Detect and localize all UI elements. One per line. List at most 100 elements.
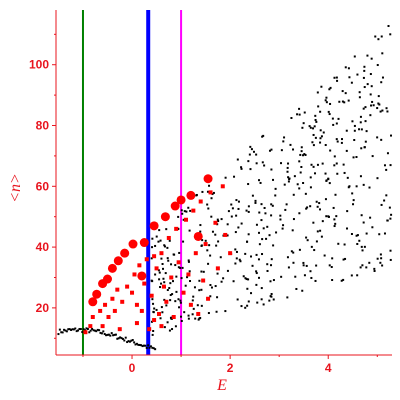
black-point [189,209,192,212]
red-point-small [149,293,154,298]
black-point [60,331,63,334]
black-point [292,193,295,196]
black-point [154,244,157,247]
black-point [137,343,140,346]
black-point [308,125,311,128]
black-point [172,280,175,283]
black-point [96,328,99,331]
black-point [318,202,321,205]
black-point [214,233,217,236]
black-point [151,298,154,301]
black-point [128,340,131,343]
black-point [262,227,265,230]
black-point [360,147,363,150]
black-point [151,246,154,249]
black-point [321,220,324,223]
x-axis-title: E [216,377,227,394]
black-point [315,240,318,243]
red-point-small [147,327,152,332]
black-point [168,287,171,290]
black-point [379,253,382,256]
black-point [247,183,250,186]
black-point [390,213,393,216]
black-point [286,170,289,173]
black-point [340,279,343,282]
black-point [252,150,255,153]
vertical-lines [81,10,183,355]
black-point [302,261,305,264]
black-point [134,343,137,346]
black-point [284,208,287,211]
y-tick-label: 20 [36,301,50,315]
black-point [359,175,362,178]
black-point [210,215,213,218]
black-point [199,224,202,227]
black-point [183,311,186,314]
black-point [336,79,339,82]
black-point [381,76,384,79]
black-point [312,144,315,147]
black-point [274,194,277,197]
black-point [385,107,388,110]
black-point [355,185,358,188]
black-point [187,314,190,317]
black-point [207,312,210,315]
black-point [314,136,317,139]
black-point [177,298,180,301]
black-point [335,138,338,141]
black-point [301,126,304,129]
black-point [133,341,136,344]
black-point [306,239,309,242]
black-point [235,257,238,260]
black-point [287,162,290,165]
black-point [140,344,143,347]
black-point [360,128,363,131]
red-point-small [152,254,157,259]
black-point [246,240,249,243]
red-point-small [201,278,206,283]
red-point-small [137,263,142,268]
black-point [381,264,384,267]
black-point [220,280,223,283]
black-point [268,234,271,237]
red-point-small [90,315,95,320]
black-point [157,269,160,272]
black-point [141,345,144,348]
black-point [65,330,68,333]
black-point [230,203,233,206]
black-point [114,333,117,336]
black-point [333,218,336,221]
black-point [300,146,303,149]
black-point [366,54,369,57]
black-point [209,295,212,298]
black-point [329,149,332,152]
black-point [380,81,383,84]
black-point [82,328,85,331]
black-point [312,127,315,130]
black-point [153,307,156,310]
black-point [314,279,317,282]
black-point [269,295,272,298]
black-point [169,299,172,302]
black-point [318,208,321,211]
black-point [363,65,366,68]
black-point [319,110,322,113]
black-point [174,264,177,267]
black-point [258,179,261,182]
black-point [152,329,155,332]
black-point [211,193,214,196]
black-point [293,175,296,178]
black-point [388,206,391,209]
black-point [165,304,168,307]
black-point [335,76,338,79]
red-point-small [176,260,181,265]
black-point [356,242,359,245]
red-point-small [181,290,186,295]
black-point [266,269,269,272]
black-point [247,233,250,236]
black-point [159,239,162,242]
black-point [236,298,239,301]
red-point-small [142,281,147,286]
black-point [207,262,210,265]
black-point [324,198,327,201]
